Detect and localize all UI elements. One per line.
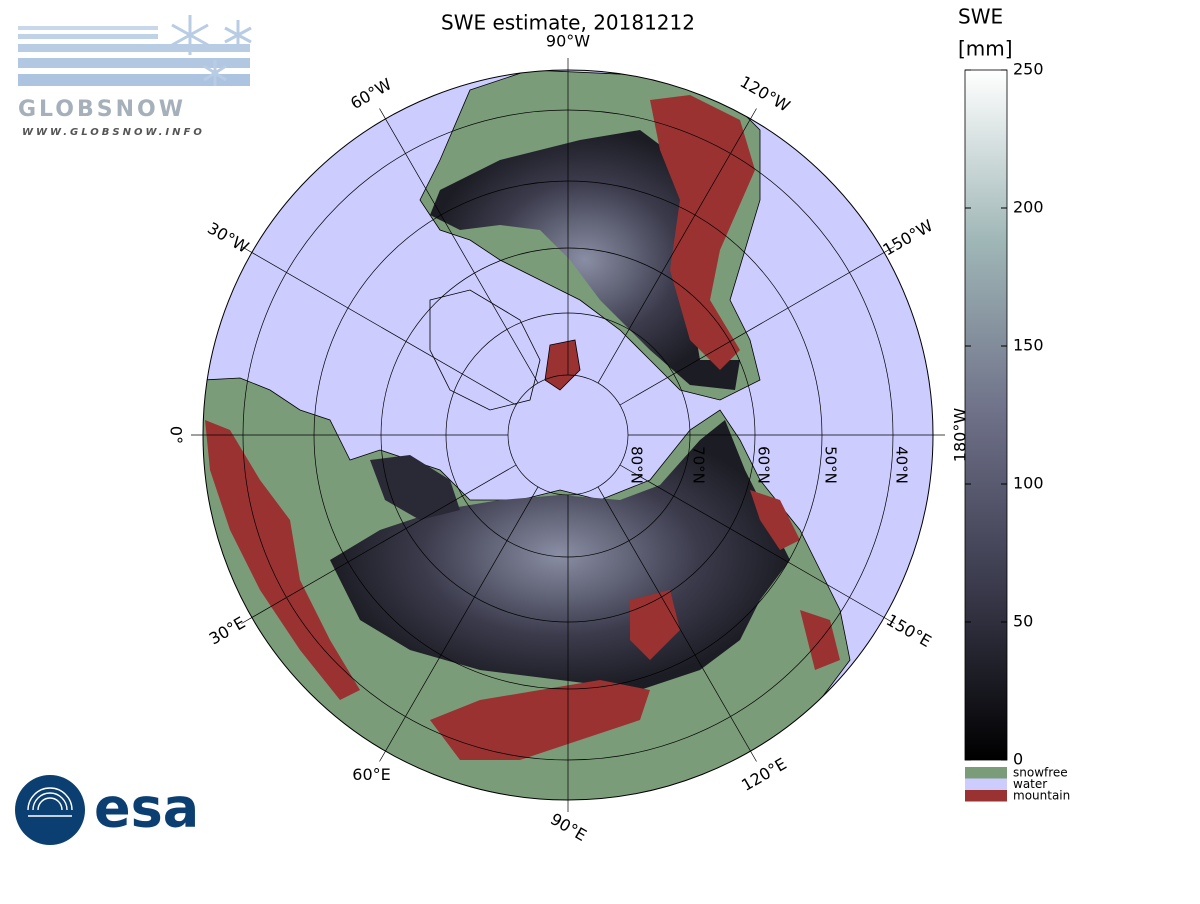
meridian xyxy=(619,464,895,624)
colorbar-tick-label: 50 xyxy=(1013,612,1033,631)
land-greenland xyxy=(429,289,541,411)
longitude-label: 30°E xyxy=(206,613,249,649)
longitude-label: 180°W xyxy=(951,408,970,463)
colorbar-title: SWE xyxy=(958,5,1003,29)
longitude-label: 120°W xyxy=(737,72,794,116)
colorbar-tick-label: 100 xyxy=(1013,474,1044,493)
legend-label: water xyxy=(1013,777,1047,791)
longitude-label: 30°W xyxy=(204,218,252,257)
globsnow-logo: GLOBSNOW WWW.GLOBSNOW.INFO xyxy=(18,15,252,138)
colorbar-tick-label: 200 xyxy=(1013,198,1044,217)
globsnow-text: GLOBSNOW xyxy=(18,97,186,122)
legend-label: mountain xyxy=(1013,789,1070,803)
longitude-label: 60°W xyxy=(347,74,395,113)
latitude-label: 40°N xyxy=(893,446,911,484)
longitude-label: 120°E xyxy=(738,754,790,795)
longitude-label: 150°E xyxy=(883,610,935,651)
latitude-label: 50°N xyxy=(822,446,840,484)
longitude-label: 90°W xyxy=(546,32,590,51)
esa-logo: esa xyxy=(15,775,199,845)
colorbar-unit: [mm] xyxy=(958,37,1013,61)
colorbar-tick-label: 150 xyxy=(1013,336,1044,355)
meridian xyxy=(241,246,517,406)
meridian xyxy=(597,108,757,384)
legend-swatch xyxy=(965,778,1007,790)
latitude-label: 70°N xyxy=(690,446,708,484)
legend-label: snowfree xyxy=(1013,766,1068,780)
meridian xyxy=(241,464,517,624)
esa-text: esa xyxy=(94,777,199,840)
globsnow-url: WWW.GLOBSNOW.INFO xyxy=(22,127,205,138)
colorbar-tick-label: 0 xyxy=(1013,750,1023,769)
map-title: SWE estimate, 20181212 xyxy=(441,11,695,35)
meridian xyxy=(379,486,539,762)
longitude-label: 90°E xyxy=(547,809,590,845)
latitude-label: 80°N xyxy=(628,446,646,484)
colorbar-tick-label: 250 xyxy=(1013,60,1044,79)
longitude-label: 60°E xyxy=(352,765,390,784)
colorbar xyxy=(964,69,1008,761)
legend-swatch xyxy=(965,767,1007,779)
arctic-islands xyxy=(544,339,581,391)
latitude-label: 60°N xyxy=(755,446,773,484)
meridian xyxy=(379,108,539,384)
legend-swatch xyxy=(965,790,1007,802)
meridian xyxy=(619,246,895,406)
longitude-label: 0° xyxy=(167,426,186,444)
meridian xyxy=(597,486,757,762)
longitude-label: 150°W xyxy=(880,216,937,260)
snow-north-america xyxy=(430,130,740,390)
polar-map: 80°N 70°N 60°N 50°N 40°N xyxy=(191,58,945,812)
snow-scandinavia xyxy=(370,455,460,520)
